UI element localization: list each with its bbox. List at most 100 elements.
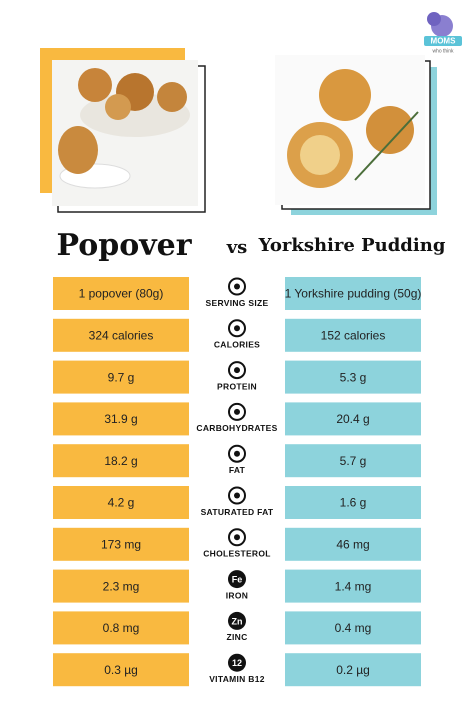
right-value: 152 calories xyxy=(321,328,386,342)
left-cell xyxy=(53,486,189,519)
nutrient-label: CARBOHYDRATES xyxy=(196,423,277,433)
icon xyxy=(228,444,246,463)
pudding xyxy=(366,106,414,154)
nutrient-label: ZINC xyxy=(226,632,247,642)
icon-dot xyxy=(234,450,240,457)
left-value: 4.2 g xyxy=(108,496,135,510)
icon-dot xyxy=(234,325,240,332)
right-cell xyxy=(285,444,421,478)
right-value: 1 Yorkshire pudding (50g) xyxy=(285,287,422,301)
popover xyxy=(78,68,112,102)
icon-dot xyxy=(234,534,240,541)
right-cell xyxy=(285,486,421,519)
left-value: 324 calories xyxy=(89,328,154,342)
row: 9.7 g 5.3 g PROTEIN xyxy=(53,360,421,394)
vs: vs xyxy=(226,237,248,258)
rosemary xyxy=(354,111,419,181)
icon xyxy=(228,486,246,505)
left-cell xyxy=(53,611,189,645)
icon xyxy=(228,277,246,296)
nutrient-label: CALORIES xyxy=(214,340,260,350)
left-cell xyxy=(53,402,189,436)
right-value: 1.6 g xyxy=(340,496,367,510)
right-value: 5.3 g xyxy=(340,370,367,384)
right-cell xyxy=(285,402,421,436)
right-value: 5.7 g xyxy=(340,454,367,468)
right-title: Yorkshire Pudding xyxy=(258,235,446,256)
nutrient-label: CHOLESTEROL xyxy=(203,549,271,559)
right-cell xyxy=(285,653,421,687)
right-value: 20.4 g xyxy=(336,412,369,426)
logo-tagline: who think xyxy=(432,48,454,54)
logo: MOMS who think xyxy=(424,12,462,54)
row: 4.2 g 1.6 g SATURATED FAT xyxy=(53,486,421,519)
row: 0.8 mg 0.4 mg Zn ZINC xyxy=(53,611,421,645)
logo-badge xyxy=(424,36,462,46)
nutrient-label: SERVING SIZE xyxy=(206,298,269,308)
left-value: 0.8 mg xyxy=(103,621,140,635)
row: 2.3 mg 1.4 mg Fe IRON xyxy=(53,569,421,603)
icon-dot xyxy=(234,367,240,374)
icon xyxy=(228,570,246,589)
right-photo-frame xyxy=(275,55,437,215)
right-cell xyxy=(285,318,421,352)
right-value: 0.4 mg xyxy=(335,621,372,635)
icon-dot xyxy=(234,283,240,290)
icon-text: 12 xyxy=(232,658,242,668)
row: 0.3 µg 0.2 µg 12 VITAMIN B12 xyxy=(53,653,421,687)
left-title: Popover xyxy=(56,228,192,263)
icon xyxy=(228,361,246,380)
left-photo-frame xyxy=(40,48,206,213)
icon xyxy=(228,528,246,547)
left-cell xyxy=(53,360,189,394)
pudding-center xyxy=(300,135,340,175)
row: 18.2 g 5.7 g FAT xyxy=(53,444,421,478)
right-value: 46 mg xyxy=(336,537,369,551)
left-value: 0.3 µg xyxy=(104,663,138,677)
left-value: 31.9 g xyxy=(104,412,137,426)
left-cell xyxy=(53,569,189,603)
nutrient-label: PROTEIN xyxy=(217,381,257,391)
pudding xyxy=(319,69,371,121)
right-cell xyxy=(285,527,421,561)
icon xyxy=(228,653,246,672)
left-cell xyxy=(53,527,189,561)
left-value: 9.7 g xyxy=(108,370,135,384)
popover xyxy=(157,82,187,112)
logo-bird-head xyxy=(427,12,441,26)
left-value: 2.3 mg xyxy=(103,579,140,593)
right-cell xyxy=(285,611,421,645)
nutrient-label: IRON xyxy=(226,590,248,600)
right-value: 1.4 mg xyxy=(335,579,372,593)
icon-dot xyxy=(234,408,240,415)
logo-name: MOMS xyxy=(431,37,457,46)
row: 1 popover (80g) 1 Yorkshire pudding (50g)… xyxy=(53,277,421,310)
comparison-rows: 1 popover (80g) 1 Yorkshire pudding (50g)… xyxy=(53,277,421,687)
left-cell xyxy=(53,653,189,687)
row: 31.9 g 20.4 g CARBOHYDRATES xyxy=(53,402,421,436)
left-cell xyxy=(53,277,189,310)
left-cell xyxy=(53,444,189,478)
icon xyxy=(228,319,246,338)
popover xyxy=(105,94,131,120)
icon-text: Zn xyxy=(232,616,243,626)
popover xyxy=(58,126,98,174)
icon xyxy=(228,402,246,421)
icon-dot xyxy=(234,492,240,499)
row: 324 calories 152 calories CALORIES xyxy=(53,318,421,352)
left-value: 173 mg xyxy=(101,537,141,551)
right-cell xyxy=(285,277,421,310)
icon xyxy=(228,611,246,630)
icon-text: Fe xyxy=(232,574,243,584)
right-cell xyxy=(285,569,421,603)
right-cell xyxy=(285,360,421,394)
left-cell xyxy=(53,318,189,352)
left-value: 18.2 g xyxy=(104,454,137,468)
right-value: 0.2 µg xyxy=(336,663,370,677)
nutrient-label: FAT xyxy=(229,465,246,475)
nutrient-label: VITAMIN B12 xyxy=(209,674,265,684)
left-value: 1 popover (80g) xyxy=(79,287,164,301)
nutrient-label: SATURATED FAT xyxy=(201,507,274,517)
